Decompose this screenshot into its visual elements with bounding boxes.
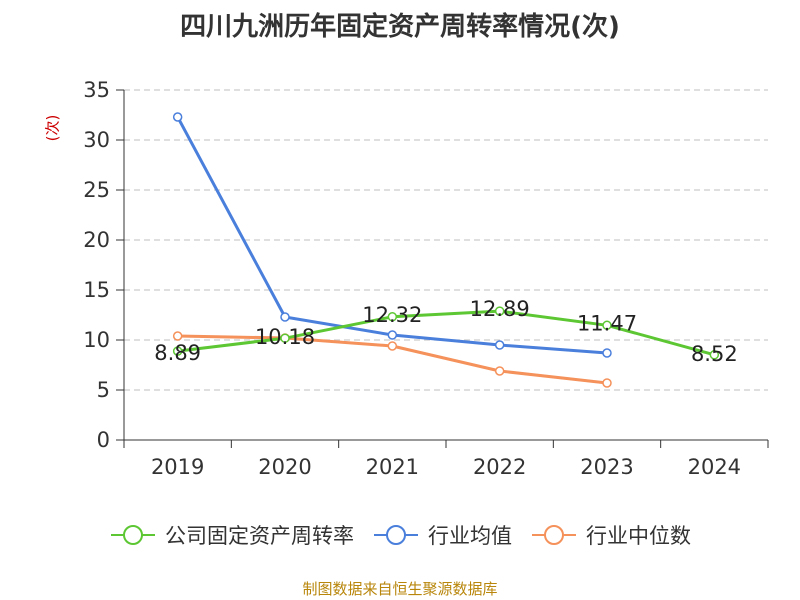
x-tick-label: 2019 (151, 455, 204, 479)
series-lines (172, 112, 720, 388)
data-point-industry-median[interactable] (494, 366, 505, 376)
legend: 公司固定资产周转率 行业均值 行业中位数 (0, 520, 800, 550)
y-tick-label: 30 (83, 128, 110, 152)
series-line-company (177, 309, 715, 357)
data-label-company: 11.47 (577, 311, 637, 335)
data-point-company[interactable] (280, 333, 290, 343)
legend-label-industry-avg: 行业均值 (428, 524, 512, 548)
data-point-industry-median[interactable] (172, 331, 183, 341)
data-point-industry-avg[interactable] (494, 340, 505, 350)
data-point-company[interactable] (494, 306, 505, 316)
y-tick-label: 35 (83, 78, 110, 102)
source-note: 制图数据来自恒生聚源数据库 (302, 580, 498, 598)
data-point-company[interactable] (387, 312, 398, 322)
data-point-company[interactable] (709, 350, 720, 360)
legend-symbol-industry-median (532, 525, 576, 545)
y-tick-label: 25 (83, 178, 110, 202)
data-label-company: 8.52 (691, 342, 738, 366)
x-tick-label: 2022 (473, 455, 526, 479)
data-label-company: 12.32 (362, 303, 422, 327)
x-tick-label: 2024 (688, 455, 741, 479)
data-point-industry-avg[interactable] (172, 112, 183, 122)
legend-item-industry-avg[interactable]: 行业均值 (372, 520, 512, 550)
x-tick-label: 2020 (258, 455, 311, 479)
y-tick-label: 10 (83, 328, 110, 352)
data-point-industry-avg[interactable] (280, 312, 290, 322)
data-point-industry-median[interactable] (602, 378, 612, 388)
data-point-industry-median[interactable] (387, 341, 398, 351)
y-tick-label: 0 (97, 428, 110, 452)
data-label-company: 10.18 (255, 325, 315, 349)
data-point-industry-avg[interactable] (387, 330, 398, 340)
x-tick-label: 2023 (580, 455, 633, 479)
x-tick-label: 2021 (366, 455, 419, 479)
legend-item-industry-median[interactable]: 行业中位数 (530, 520, 691, 550)
data-point-company[interactable] (172, 346, 183, 356)
axes: 0 5 10 15 20 25 30 35 2019 2020 2021 2022 2023 2024 (83, 78, 769, 479)
data-point-company[interactable] (602, 320, 612, 331)
legend-symbol-industry-avg (374, 525, 418, 545)
chart-title: 四川九洲历年固定资产周转率情况(次) (180, 12, 620, 42)
data-label-company: 12.89 (470, 297, 530, 321)
legend-label-company: 公司固定资产周转率 (165, 524, 354, 548)
legend-symbol-company (111, 525, 155, 545)
y-tick-label: 5 (97, 378, 110, 402)
y-tick-label: 20 (83, 228, 110, 252)
y-tick-label: 15 (83, 278, 110, 302)
data-point-industry-avg[interactable] (602, 348, 612, 358)
legend-item-company[interactable]: 公司固定资产周转率 (109, 520, 354, 550)
legend-label-industry-median: 行业中位数 (586, 524, 691, 548)
data-label-company: 8.89 (154, 341, 201, 365)
data-labels: 8.89 10.18 12.32 12.89 11.47 8.52 (154, 297, 737, 366)
